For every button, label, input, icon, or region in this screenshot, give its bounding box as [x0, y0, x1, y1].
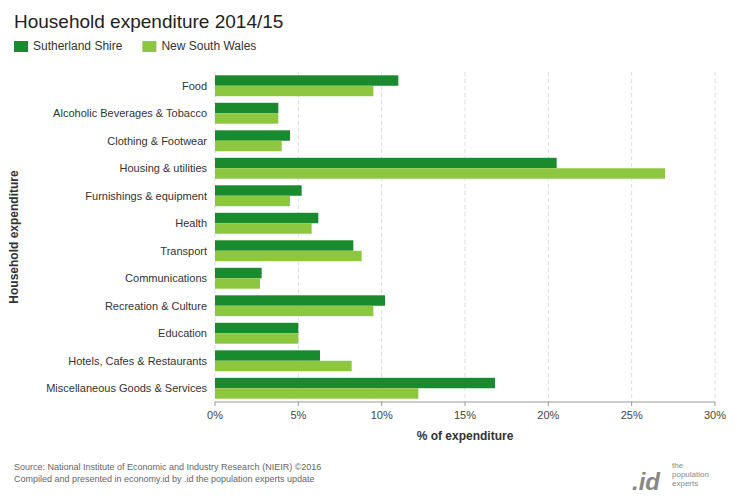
bar [215, 333, 298, 343]
bars [215, 75, 665, 398]
category-label: Health [175, 217, 207, 229]
bar [215, 130, 290, 140]
y-axis-label: Household expenditure [7, 170, 21, 304]
tick-mark [381, 402, 382, 406]
grid-line [465, 72, 466, 402]
category-label: Communications [125, 272, 207, 284]
category-label: Hotels, Cafes & Restaurants [68, 355, 207, 367]
grid-line [548, 72, 549, 402]
tick-label: 10% [371, 409, 393, 421]
tick-label: 20% [537, 409, 559, 421]
legend-label: New South Wales [161, 39, 256, 53]
bar [215, 350, 320, 360]
x-axis-label: % of expenditure [417, 429, 514, 443]
bar [215, 306, 373, 316]
bar [215, 323, 298, 333]
legend-label: Sutherland Shire [33, 39, 123, 53]
x-axis-line [215, 402, 715, 403]
category-label: Housing & utilities [120, 162, 208, 174]
bar [215, 103, 278, 113]
annotation: .id [632, 468, 661, 495]
category-label: Miscellaneous Goods & Services [46, 382, 207, 394]
bar [215, 168, 665, 178]
category-label: Clothing & Footwear [107, 135, 207, 147]
tick-mark [298, 402, 299, 406]
category-label: Education [158, 327, 207, 339]
grid [215, 72, 715, 402]
category-label: Furnishings & equipment [85, 190, 207, 202]
grid-line [715, 72, 716, 402]
chart: Household expenditure 2014/15 0% 5% 10% 15% 2… [0, 0, 740, 500]
annotation: Source: National Institute of Economic a… [14, 462, 321, 484]
bar [215, 75, 398, 85]
bar [215, 223, 312, 233]
tick-label: 30% [704, 409, 726, 421]
bar [215, 378, 495, 388]
tick-label: 5% [290, 409, 306, 421]
legend-swatch [14, 41, 28, 52]
bar [215, 268, 262, 278]
bar [215, 86, 373, 96]
tick-mark [548, 402, 549, 406]
bar [215, 196, 290, 206]
bar [215, 240, 353, 250]
annotation: thepopulationexperts [672, 461, 709, 488]
bar [215, 251, 362, 261]
category-label: Transport [160, 245, 207, 257]
bar [215, 158, 557, 168]
bar [215, 141, 282, 151]
bar [215, 113, 278, 123]
bar [215, 278, 260, 288]
tick-label: 0% [207, 409, 223, 421]
tick-mark [465, 402, 466, 406]
bar [215, 185, 302, 195]
tick-mark [715, 402, 716, 406]
tick-label: 25% [621, 409, 643, 421]
tick-label: 15% [454, 409, 476, 421]
grid-line [381, 72, 382, 402]
title: Household expenditure 2014/15 [14, 11, 283, 32]
category-label: Recreation & Culture [105, 300, 207, 312]
bar [215, 388, 418, 398]
bar [215, 361, 352, 371]
legend: Sutherland Shire New South Wales [14, 39, 256, 53]
grid-line [631, 72, 632, 402]
bar [215, 213, 318, 223]
bar [215, 295, 385, 305]
tick-mark [215, 402, 216, 406]
legend-swatch [142, 41, 156, 52]
category-label: Alcoholic Beverages & Tobacco [53, 107, 207, 119]
tick-mark [631, 402, 632, 406]
category-label: Food [182, 80, 207, 92]
